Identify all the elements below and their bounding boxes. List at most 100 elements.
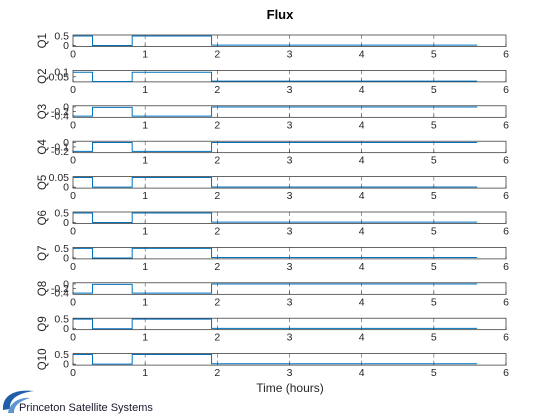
x-tick-label: 1 [142, 49, 148, 61]
subplot-q9: 0 1 2 3 4 5 6 00.5 Q9 [37, 314, 509, 344]
y-tick-label: 0 [63, 252, 69, 264]
series-line-q5 [73, 177, 478, 188]
y-axis-label-q4: Q4 [37, 139, 49, 155]
x-tick-label: 5 [431, 84, 437, 96]
x-tick-label: 2 [214, 296, 220, 308]
series-line-q7 [73, 247, 478, 259]
x-tick-label: 5 [431, 226, 437, 238]
subplot-q4: 0 1 2 3 4 5 6 -0.2-0.10 Q4 [37, 137, 509, 167]
y-tick-label: 0 [63, 137, 69, 149]
y-tick-label: -0.2 [51, 283, 69, 295]
x-tick-label: 0 [70, 190, 76, 202]
x-tick-label: 4 [359, 119, 365, 131]
x-tick-label: 5 [431, 332, 437, 344]
x-tick-label: 1 [142, 296, 148, 308]
x-tick-label: 6 [503, 155, 509, 167]
brand-name: Princeton Satellite Systems [19, 402, 153, 414]
x-tick-label: 4 [359, 84, 365, 96]
x-tick-label: 6 [503, 367, 509, 379]
y-axis-label-q10: Q10 [37, 348, 49, 370]
series-line-q6 [73, 212, 478, 224]
x-tick-label: 5 [431, 49, 437, 61]
x-tick-label: 3 [287, 332, 293, 344]
series-line-q8 [73, 283, 478, 294]
subplot-q3: 0 1 2 3 4 5 6 -0.4-0.20 Q3 [37, 101, 509, 131]
series-line-q1 [73, 35, 478, 47]
x-tick-label: 5 [431, 155, 437, 167]
x-tick-label: 2 [214, 190, 220, 202]
x-tick-label: 3 [287, 119, 293, 131]
x-tick-label: 3 [287, 155, 293, 167]
series-line-q3 [73, 106, 478, 117]
x-tick-label: 3 [287, 261, 293, 273]
x-tick-label: 5 [431, 367, 437, 379]
x-tick-label: 2 [214, 332, 220, 344]
x-tick-label: 2 [214, 261, 220, 273]
x-tick-label: 0 [70, 84, 76, 96]
x-tick-label: 4 [359, 332, 365, 344]
x-tick-label: 4 [359, 226, 365, 238]
x-tick-label: 1 [142, 367, 148, 379]
y-tick-label: 0 [63, 359, 69, 371]
y-axis-label-q3: Q3 [37, 104, 49, 119]
x-tick-label: 0 [70, 332, 76, 344]
x-tick-label: 0 [70, 226, 76, 238]
y-tick-label: 0.5 [54, 30, 69, 42]
y-tick-label: 0.05 [49, 71, 70, 83]
x-tick-label: 6 [503, 49, 509, 61]
subplot-q2: 0 1 2 3 4 5 6 0.050.1 Q2 [37, 67, 509, 96]
y-tick-label: -0.4 [51, 288, 69, 300]
x-tick-label: 1 [142, 155, 148, 167]
subplot-q7: 0 1 2 3 4 5 6 00.5 Q7 [37, 243, 509, 273]
x-tick-label: 2 [214, 367, 220, 379]
series-line-q2 [73, 71, 478, 82]
x-tick-label: 2 [214, 84, 220, 96]
brand-logo: Princeton Satellite Systems [2, 390, 153, 414]
x-tick-label: 2 [214, 155, 220, 167]
y-axis-label-q2: Q2 [37, 68, 49, 83]
y-tick-label: 0.1 [54, 67, 69, 79]
x-tick-label: 3 [287, 226, 293, 238]
x-tick-label: 3 [287, 190, 293, 202]
subplot-q6: 0 1 2 3 4 5 6 00.5 Q6 [37, 207, 509, 237]
x-tick-label: 2 [214, 226, 220, 238]
x-tick-label: 5 [431, 190, 437, 202]
x-tick-label: 1 [142, 226, 148, 238]
x-tick-label: 4 [359, 261, 365, 273]
y-axis-label-q8: Q8 [37, 281, 49, 296]
x-tick-label: 2 [214, 49, 220, 61]
y-tick-label: 0.5 [54, 243, 69, 255]
x-axis-label: Time (hours) [256, 381, 324, 395]
x-tick-label: 6 [503, 296, 509, 308]
y-tick-label: -0.1 [51, 141, 69, 153]
x-tick-label: 5 [431, 119, 437, 131]
x-tick-label: 0 [70, 296, 76, 308]
x-tick-label: 5 [431, 261, 437, 273]
y-tick-label: 0 [63, 217, 69, 229]
x-tick-label: 1 [142, 190, 148, 202]
subplot-q8: 0 1 2 3 4 5 6 -0.4-0.20 Q8 [37, 278, 509, 308]
y-tick-label: -0.4 [51, 111, 69, 123]
series-line-q9 [73, 318, 478, 330]
series-line-q4 [73, 142, 478, 152]
x-tick-label: 4 [359, 367, 365, 379]
y-axis-label-q5: Q5 [37, 175, 49, 190]
x-tick-label: 3 [287, 367, 293, 379]
y-axis-label-q1: Q1 [37, 33, 49, 48]
x-tick-label: 1 [142, 119, 148, 131]
y-tick-label: 0 [63, 40, 69, 52]
x-tick-label: 3 [287, 84, 293, 96]
y-tick-label: 0.05 [49, 172, 70, 184]
x-tick-label: 0 [70, 49, 76, 61]
y-tick-label: 0.5 [54, 314, 69, 326]
subplot-q1: 0 1 2 3 4 5 6 00.5 Q1 [37, 30, 509, 60]
x-tick-label: 1 [142, 332, 148, 344]
y-tick-label: 0.5 [54, 207, 69, 219]
x-tick-label: 4 [359, 296, 365, 308]
x-tick-label: 6 [503, 261, 509, 273]
x-tick-label: 6 [503, 332, 509, 344]
x-tick-label: 4 [359, 49, 365, 61]
y-tick-label: 0 [63, 323, 69, 335]
x-tick-label: 1 [142, 261, 148, 273]
